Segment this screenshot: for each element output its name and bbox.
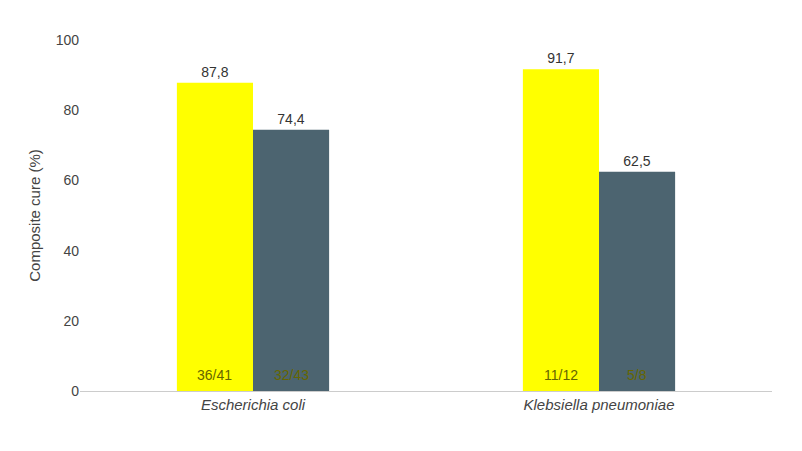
svg-text:40: 40 (63, 243, 79, 259)
svg-text:100: 100 (56, 32, 80, 48)
svg-text:20: 20 (63, 313, 79, 329)
svg-text:91,7: 91,7 (547, 50, 574, 66)
svg-text:Klebsiella pneumoniae: Klebsiella pneumoniae (524, 396, 675, 413)
svg-text:Composite cure (%): Composite cure (%) (26, 149, 43, 282)
svg-text:32/43: 32/43 (274, 367, 309, 383)
svg-text:87,8: 87,8 (201, 64, 228, 80)
svg-text:5/8: 5/8 (627, 367, 647, 383)
svg-text:0: 0 (71, 383, 79, 399)
svg-text:11/12: 11/12 (544, 367, 578, 383)
svg-text:Escherichia coli: Escherichia coli (201, 396, 306, 413)
svg-text:74,4: 74,4 (277, 111, 304, 127)
svg-text:36/41: 36/41 (197, 367, 232, 383)
svg-text:80: 80 (63, 102, 79, 118)
svg-text:62,5: 62,5 (623, 153, 650, 169)
svg-text:60: 60 (63, 172, 79, 188)
